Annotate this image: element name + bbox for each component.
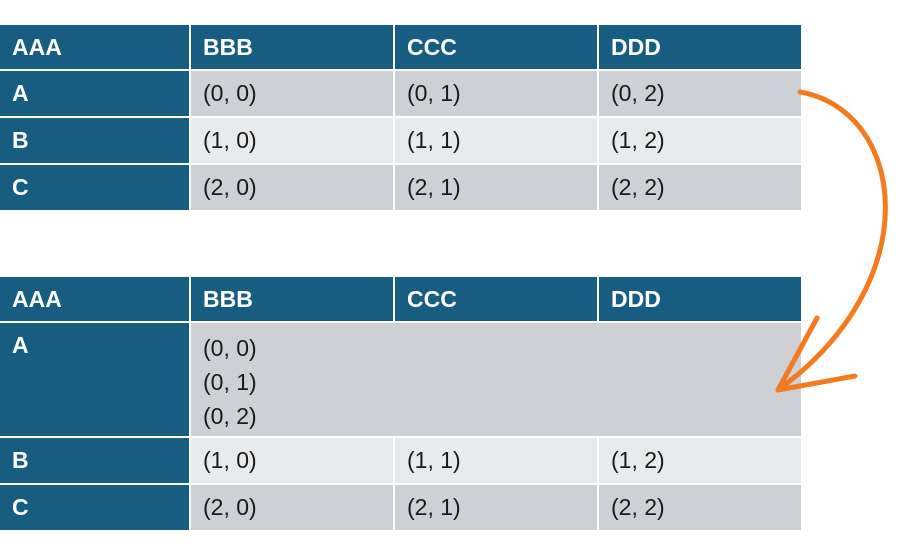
table-cell: (2, 1) [395,485,597,530]
header-cell: DDD [599,277,801,321]
header-cell: BBB [191,277,393,321]
table-cell: (2, 1) [395,165,597,210]
merged-cell-value: (0, 1) [203,369,257,395]
table-cell: (0, 0) [191,71,393,116]
header-cell: AAA [0,277,189,321]
header-cell: AAA [0,25,189,69]
table-cell: (0, 1) [395,71,597,116]
table-cell: (2, 0) [191,485,393,530]
header-cell: CCC [395,25,597,69]
table-cell: (2, 0) [191,165,393,210]
row-label: A [0,323,189,436]
row-label: C [0,485,189,530]
table-cell: (1, 1) [395,438,597,483]
table-cell: (2, 2) [599,485,801,530]
merged-cell-value: (0, 2) [203,403,257,429]
table-cell: (1, 2) [599,438,801,483]
table-cell: (1, 1) [395,118,597,163]
row-label: B [0,438,189,483]
row-label: B [0,118,189,163]
header-cell: BBB [191,25,393,69]
merged-cell: (0, 0) (0, 1) (0, 2) [191,323,801,436]
merged-cell-value: (0, 0) [203,335,257,361]
table-cell: (1, 0) [191,438,393,483]
row-label: A [0,71,189,116]
header-cell: CCC [395,277,597,321]
table-cell: (0, 2) [599,71,801,116]
table-cell: (1, 2) [599,118,801,163]
table-cell: (1, 0) [191,118,393,163]
row-label: C [0,165,189,210]
table-cell: (2, 2) [599,165,801,210]
header-cell: DDD [599,25,801,69]
